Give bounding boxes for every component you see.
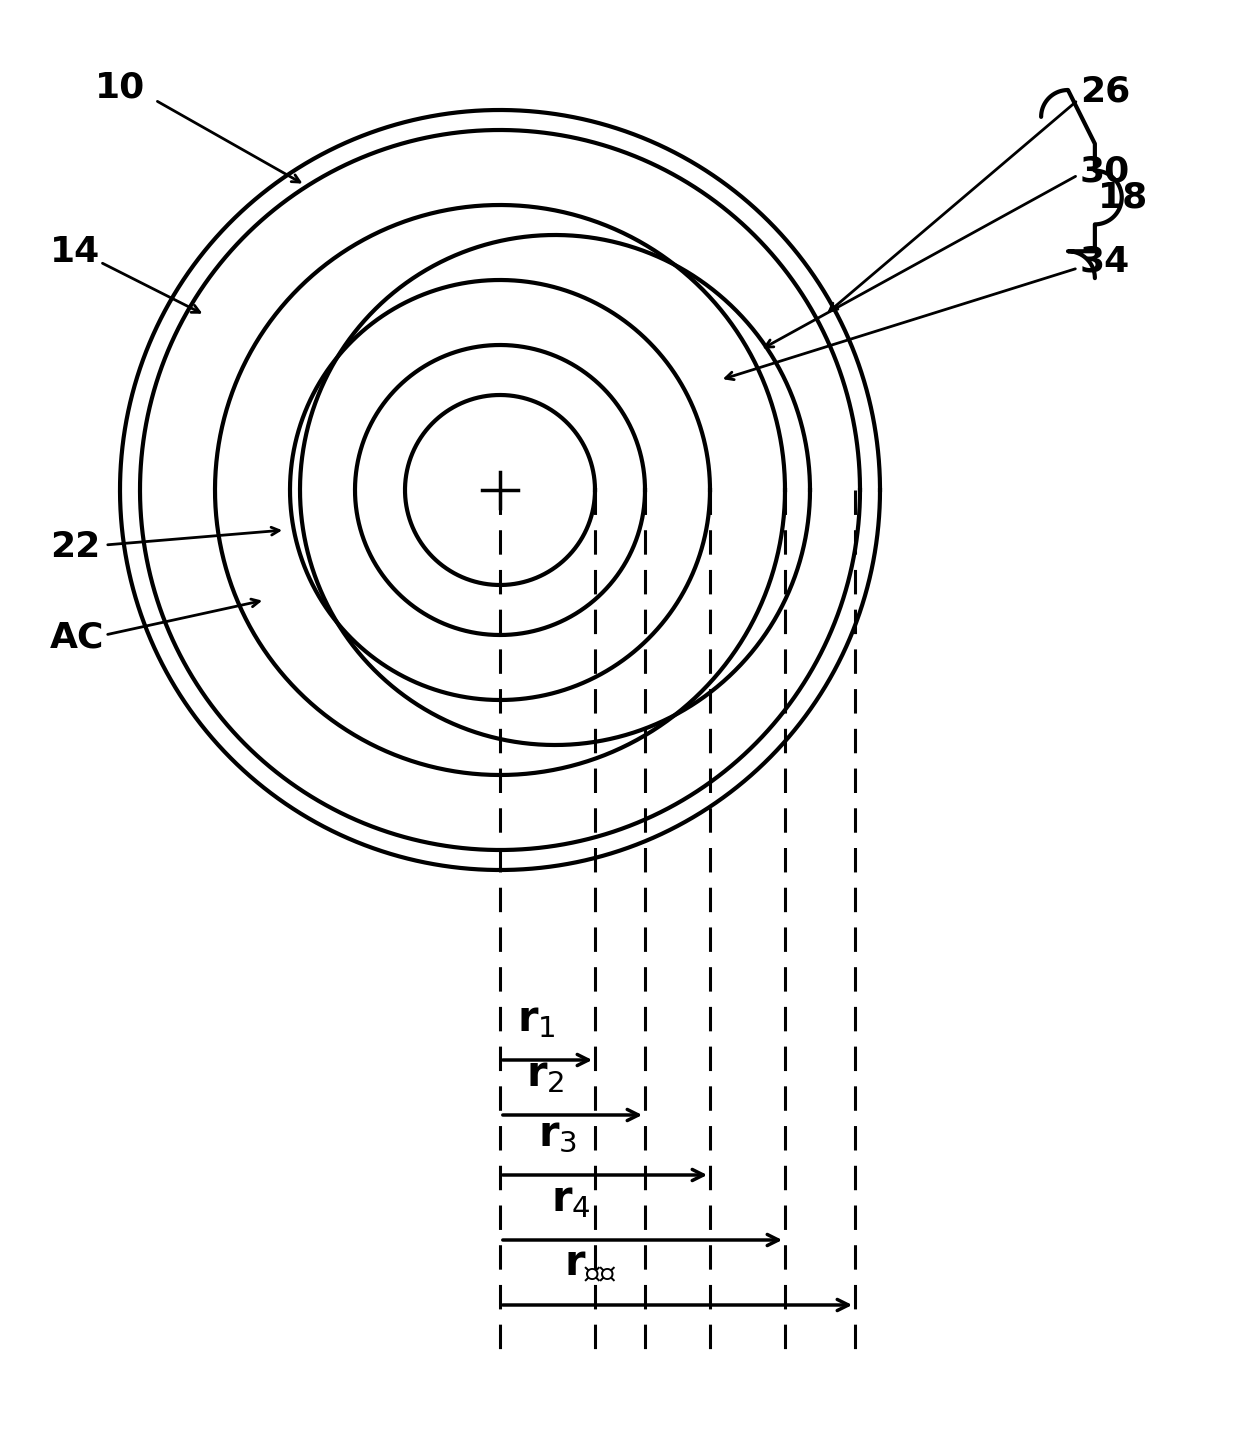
Text: $\mathbf{r}_{2}$: $\mathbf{r}_{2}$ <box>526 1053 564 1095</box>
Text: 34: 34 <box>1080 245 1130 278</box>
Text: 22: 22 <box>50 530 100 564</box>
Text: 14: 14 <box>50 235 100 268</box>
Text: 30: 30 <box>1080 155 1130 189</box>
Text: $\mathbf{r}_{3}$: $\mathbf{r}_{3}$ <box>538 1114 577 1155</box>
Text: 26: 26 <box>1080 75 1130 109</box>
Text: 18: 18 <box>1097 181 1148 214</box>
Text: AC: AC <box>50 620 104 654</box>
Text: $\mathbf{r}_{最大}$: $\mathbf{r}_{最大}$ <box>564 1243 616 1284</box>
Text: 10: 10 <box>95 70 145 103</box>
Text: $\mathbf{r}_{1}$: $\mathbf{r}_{1}$ <box>517 997 556 1040</box>
Text: $\mathbf{r}_{4}$: $\mathbf{r}_{4}$ <box>552 1178 591 1220</box>
